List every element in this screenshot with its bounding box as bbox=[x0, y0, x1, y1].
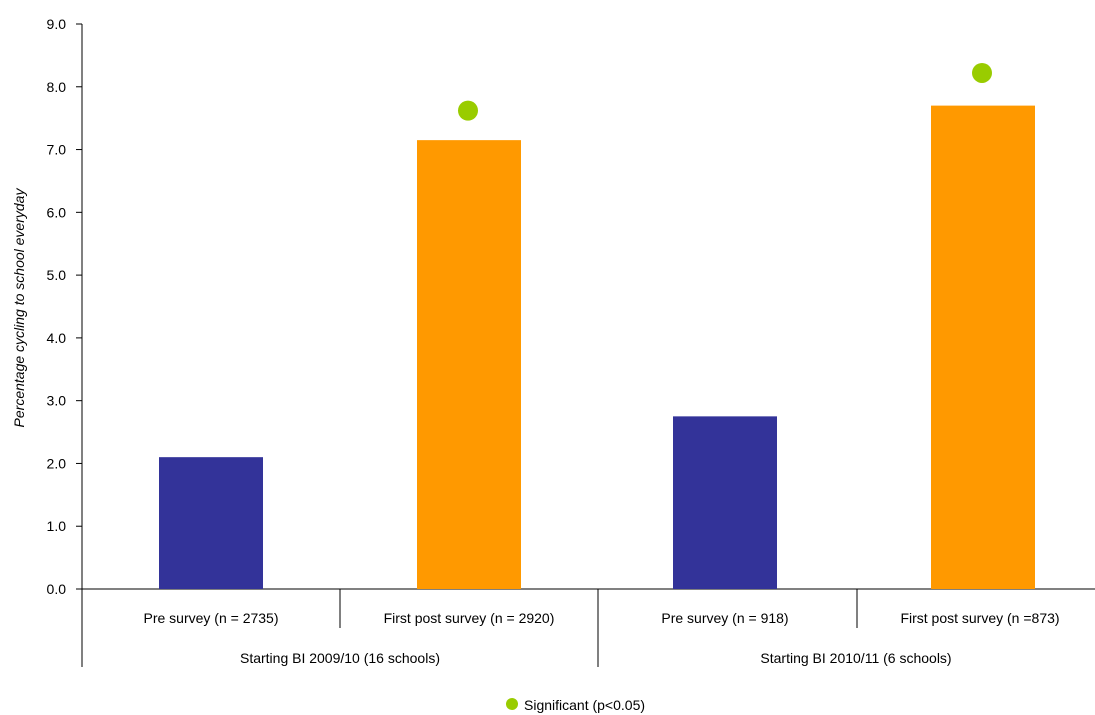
y-tick-label: 4.0 bbox=[47, 330, 67, 346]
significance-marker bbox=[972, 62, 992, 83]
bar bbox=[673, 416, 777, 589]
significance-marker bbox=[458, 100, 478, 121]
y-tick-label: 2.0 bbox=[47, 455, 67, 471]
y-ticks: 0.0 1.0 2.0 3.0 4.0 5.0 6.0 7.0 8.0 9.0 bbox=[47, 16, 82, 597]
y-tick-label: 7.0 bbox=[47, 142, 67, 158]
y-tick-label: 6.0 bbox=[47, 204, 67, 220]
bar bbox=[931, 105, 1035, 589]
category-label: Pre survey (n = 2735) bbox=[143, 610, 278, 626]
y-tick-label: 3.0 bbox=[47, 393, 67, 409]
group-label: Starting BI 2009/10 (16 schools) bbox=[240, 650, 440, 666]
y-tick-label: 9.0 bbox=[47, 16, 67, 32]
legend-label: Significant (p<0.05) bbox=[524, 697, 645, 713]
category-label: First post survey (n =873) bbox=[900, 610, 1059, 626]
y-axis: 0.0 1.0 2.0 3.0 4.0 5.0 6.0 7.0 8.0 9.0 bbox=[47, 16, 83, 597]
category-label: First post survey (n = 2920) bbox=[384, 610, 555, 626]
y-tick-label: 1.0 bbox=[47, 518, 67, 534]
bar bbox=[159, 457, 263, 589]
y-axis-label: Percentage cycling to school everyday bbox=[11, 188, 27, 428]
legend-marker-icon bbox=[506, 698, 518, 710]
y-tick-label: 5.0 bbox=[47, 267, 67, 283]
bars bbox=[159, 105, 1035, 589]
bar bbox=[417, 140, 521, 589]
significance-markers bbox=[458, 62, 992, 121]
x-axis: Pre survey (n = 2735) First post survey … bbox=[81, 588, 1095, 667]
group-label: Starting BI 2010/11 (6 schools) bbox=[760, 650, 951, 666]
y-tick-label: 0.0 bbox=[47, 581, 67, 597]
y-tick-label: 8.0 bbox=[47, 79, 67, 95]
legend: Significant (p<0.05) bbox=[506, 697, 645, 713]
category-label: Pre survey (n = 918) bbox=[661, 610, 788, 626]
